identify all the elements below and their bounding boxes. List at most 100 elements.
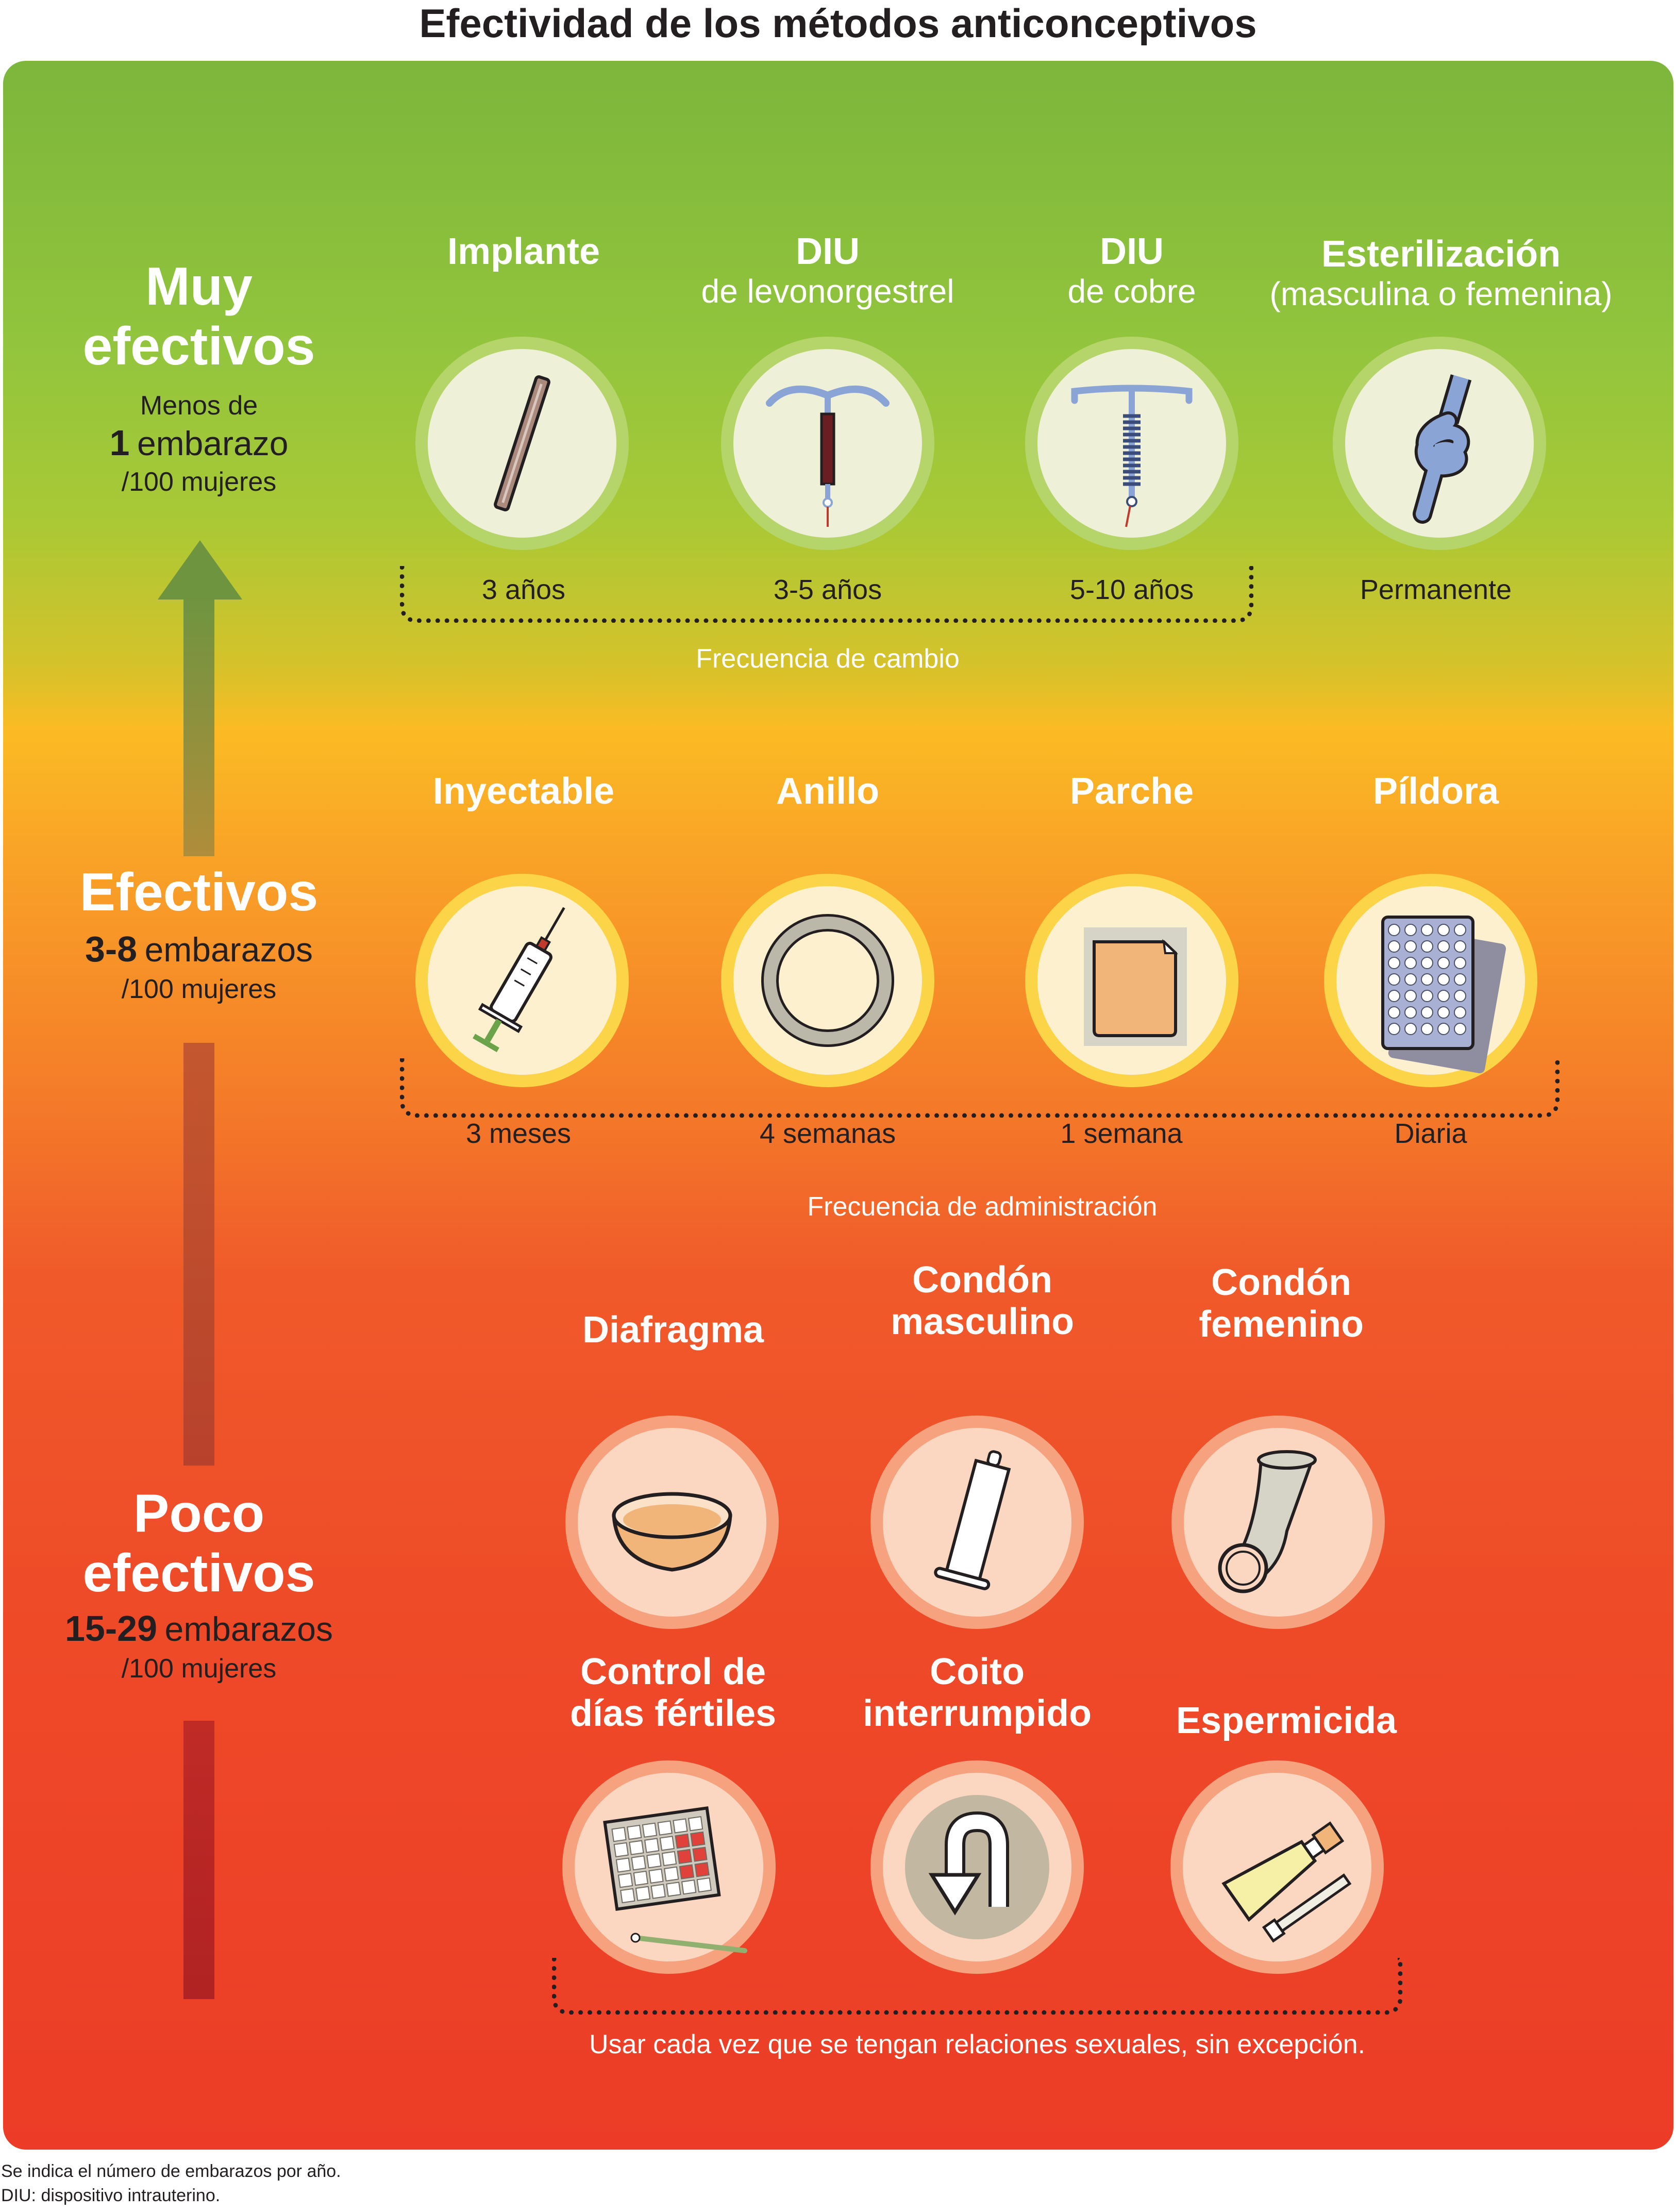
method-name: Diafragma: [582, 1309, 764, 1351]
pill-dot: [1404, 973, 1417, 986]
method-label-spermicide: Espermicida: [1127, 1700, 1446, 1742]
level-very-number: 1: [109, 422, 130, 463]
calendar-day-cell: [635, 1886, 651, 1901]
period-implant: 3 años: [481, 574, 566, 605]
method-name: femenino: [1198, 1304, 1364, 1345]
period-copper-iud: 5-10 años: [1069, 574, 1194, 605]
period-sterilization: Permanente: [1360, 574, 1512, 605]
pill-dot: [1421, 990, 1433, 1002]
effectiveness-arrow-head: [158, 540, 242, 600]
pill-dot: [1454, 1006, 1466, 1019]
calendar-day-cell: [620, 1888, 635, 1904]
method-label-female-condom: Condón femenino: [1127, 1262, 1436, 1346]
effectiveness-panel: Muy efectivos Menos de 1 embarazo /100 m…: [3, 61, 1673, 2150]
pill-dot: [1421, 924, 1433, 936]
change-frequency-bracket: [400, 566, 1253, 623]
calendar-thermometer-icon: [562, 1760, 776, 1974]
pill-dot: [1388, 957, 1400, 969]
pill-dot: [1437, 1023, 1450, 1035]
calendar-day-cell: [690, 1831, 706, 1847]
calendar-day-cell: [629, 1840, 644, 1855]
pill-dot: [1404, 1023, 1417, 1035]
method-name: Condón: [912, 1259, 1052, 1301]
method-label-copper-iud: DIU de cobre: [977, 231, 1286, 310]
pill-dot: [1421, 973, 1433, 986]
level-effective-unit: embarazos: [144, 930, 313, 969]
level-very-effective: Muy efectivos Menos de 1 embarazo /100 m…: [19, 257, 379, 497]
method-label-pill: Píldora: [1281, 771, 1590, 812]
pill-dot: [1437, 957, 1450, 969]
pill-dot: [1404, 957, 1417, 969]
calendar-day-cell: [661, 1851, 677, 1867]
pill-dot: [1388, 990, 1400, 1002]
period-patch: 1 semana: [1060, 1118, 1183, 1149]
male-condom-icon: [870, 1416, 1084, 1629]
level-very-title-2: efectivos: [82, 317, 315, 377]
every-time-bracket: [552, 1958, 1402, 2015]
calendar-day-cell: [696, 1877, 712, 1893]
pill-dot: [1388, 1023, 1400, 1035]
method-name: DIU: [796, 231, 860, 272]
method-label-implant: Implante: [369, 231, 678, 273]
calendar-day-cell: [677, 1849, 692, 1864]
period-pill: Diaria: [1394, 1118, 1467, 1149]
level-low-unit: embarazos: [164, 1609, 333, 1648]
pill-dot: [1388, 940, 1400, 953]
calendar-day-cell: [650, 1884, 666, 1899]
calendar-day-cell: [659, 1836, 675, 1851]
pill-dot: [1437, 924, 1450, 936]
effectiveness-arrow-shaft-bottom: [183, 1721, 214, 1999]
pill-dot: [1437, 940, 1450, 953]
administration-frequency-bracket: [400, 1058, 1560, 1118]
calendar-day-cell: [679, 1864, 695, 1880]
patch-icon: [1025, 874, 1238, 1087]
calendar-day-cell: [657, 1820, 673, 1836]
method-name: Control de: [580, 1651, 766, 1692]
method-subname: de cobre: [1067, 273, 1196, 310]
method-label-male-condom: Condón masculino: [828, 1259, 1137, 1343]
method-name: Anillo: [776, 771, 879, 812]
pill-dot: [1404, 940, 1417, 953]
pill-dot: [1404, 924, 1417, 936]
method-label-fertility-awareness: Control de días fértiles: [518, 1651, 828, 1735]
period-lng-iud: 3-5 años: [773, 574, 882, 605]
spermicide-tube-icon: [1170, 1760, 1384, 1974]
calendar-day-cell: [648, 1868, 664, 1884]
pill-dot: [1454, 924, 1466, 936]
footnote-1: Se indica el número de embarazos por año…: [1, 2161, 341, 2181]
method-label-patch: Parche: [977, 771, 1286, 812]
diaphragm-icon: [565, 1416, 779, 1629]
pill-pack-icon: [1324, 874, 1537, 1087]
level-low-effective: Poco efectivos 15-29 embarazos /100 muje…: [19, 1484, 379, 1684]
calendar-day-cell: [675, 1833, 690, 1849]
pill-dot: [1454, 973, 1466, 986]
method-name: días fértiles: [569, 1693, 777, 1735]
pill-dot: [1454, 1023, 1466, 1035]
level-very-per: /100 mujeres: [121, 467, 277, 497]
level-very-title-1: Muy: [145, 257, 253, 317]
method-name: Coito: [930, 1651, 1025, 1692]
knot-icon: [1333, 337, 1546, 550]
level-very-unit: embarazo: [137, 424, 289, 462]
method-name: interrumpido: [863, 1693, 1092, 1735]
method-label-sterilization: Esterilización (masculina o femenina): [1230, 234, 1652, 313]
lng-iud-icon: [721, 337, 934, 550]
method-name: Parche: [1069, 771, 1194, 812]
calendar-day-cell: [631, 1855, 646, 1871]
level-low-title-2: efectivos: [82, 1543, 315, 1604]
effectiveness-arrow-shaft-middle: [183, 1043, 214, 1466]
method-subname: de levonorgestrel: [701, 273, 954, 310]
pill-dot: [1454, 957, 1466, 969]
every-time-label: Usar cada vez que se tengan relaciones s…: [589, 2030, 1365, 2059]
level-low-number: 15-29: [65, 1608, 158, 1649]
change-frequency-label: Frecuencia de cambio: [696, 644, 960, 674]
syringe-icon: [415, 874, 629, 1087]
implant-icon: [415, 337, 629, 550]
calendar-day-cell: [681, 1880, 697, 1895]
footnote-2: DIU: dispositivo intrauterino.: [1, 2186, 221, 2205]
method-label-lng-iud: DIU de levonorgestrel: [673, 231, 982, 310]
female-condom-icon: [1171, 1416, 1385, 1629]
calendar-day-cell: [673, 1818, 688, 1834]
pill-dot: [1421, 1006, 1433, 1019]
calendar-day-cell: [642, 1822, 658, 1838]
